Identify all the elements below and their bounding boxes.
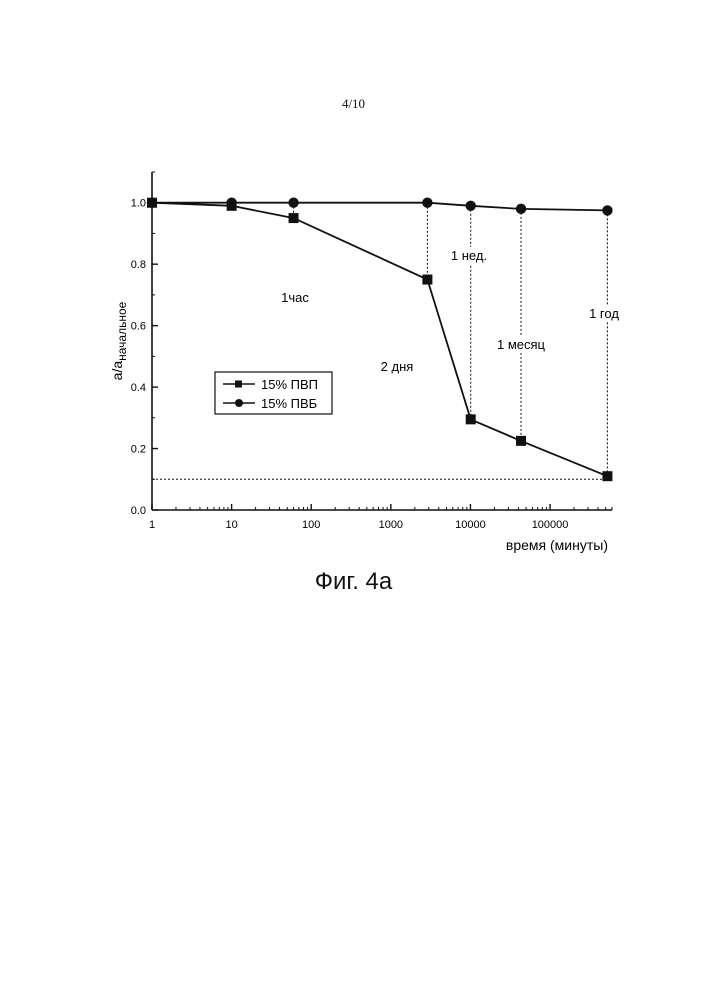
figure-caption: Фиг. 4а [0, 568, 707, 596]
annotation-label: 2 дня [381, 359, 414, 374]
y-tick-label: 0.2 [131, 444, 146, 456]
data-point-square [602, 471, 612, 481]
y-tick-label: 0.6 [131, 321, 146, 333]
data-point-circle [226, 198, 236, 208]
x-tick-label: 100000 [532, 519, 569, 531]
annotation-drop-lines [294, 203, 608, 476]
y-tick-label: 0.8 [131, 259, 146, 271]
legend-marker-circle [235, 399, 243, 407]
legend: 15% ПВП 15% ПВБ [215, 372, 332, 414]
data-point-square [516, 436, 526, 446]
data-point-circle [422, 198, 432, 208]
data-point-circle [516, 204, 526, 214]
y-tick-label: 1.0 [131, 198, 146, 210]
x-tick-label: 1 [149, 519, 155, 531]
y-axis-label-main: a/a [109, 361, 125, 381]
data-point-square [289, 213, 299, 223]
data-point-square [422, 275, 432, 285]
annotation-label: 1 месяц [497, 337, 546, 352]
x-tick-label: 10 [225, 519, 237, 531]
y-tick-label: 0.4 [131, 382, 146, 394]
data-point-square [466, 414, 476, 424]
chart: 1час 2 дня 1 нед. 1 месяц 1 год 0.0 0.2 0.4 0.6… [0, 0, 707, 600]
legend-label: 15% ПВП [261, 377, 318, 392]
axes-group: 0.0 0.2 0.4 0.6 0.8 1.0 1 10 100 1000 10000 100000 в… [109, 172, 612, 553]
legend-marker-square [235, 381, 242, 388]
annotation-label: 1 нед. [451, 248, 487, 263]
y-axis-label-subscript: начальное [115, 301, 129, 361]
x-tick-label: 1000 [379, 519, 403, 531]
annotation-label: 1час [281, 290, 309, 305]
legend-label: 15% ПВБ [261, 396, 317, 411]
y-tick-label: 0.0 [131, 505, 146, 517]
x-axis-label: время (минуты) [506, 537, 608, 553]
data-point-circle [602, 205, 612, 215]
data-point-circle [466, 201, 476, 211]
x-tick-label: 100 [302, 519, 320, 531]
x-tick-label: 10000 [455, 519, 486, 531]
data-point-circle [288, 198, 298, 208]
y-axis-label: a/aначальное [109, 301, 129, 380]
annotation-label: 1 год [589, 306, 619, 321]
series-line-2 [152, 203, 607, 211]
